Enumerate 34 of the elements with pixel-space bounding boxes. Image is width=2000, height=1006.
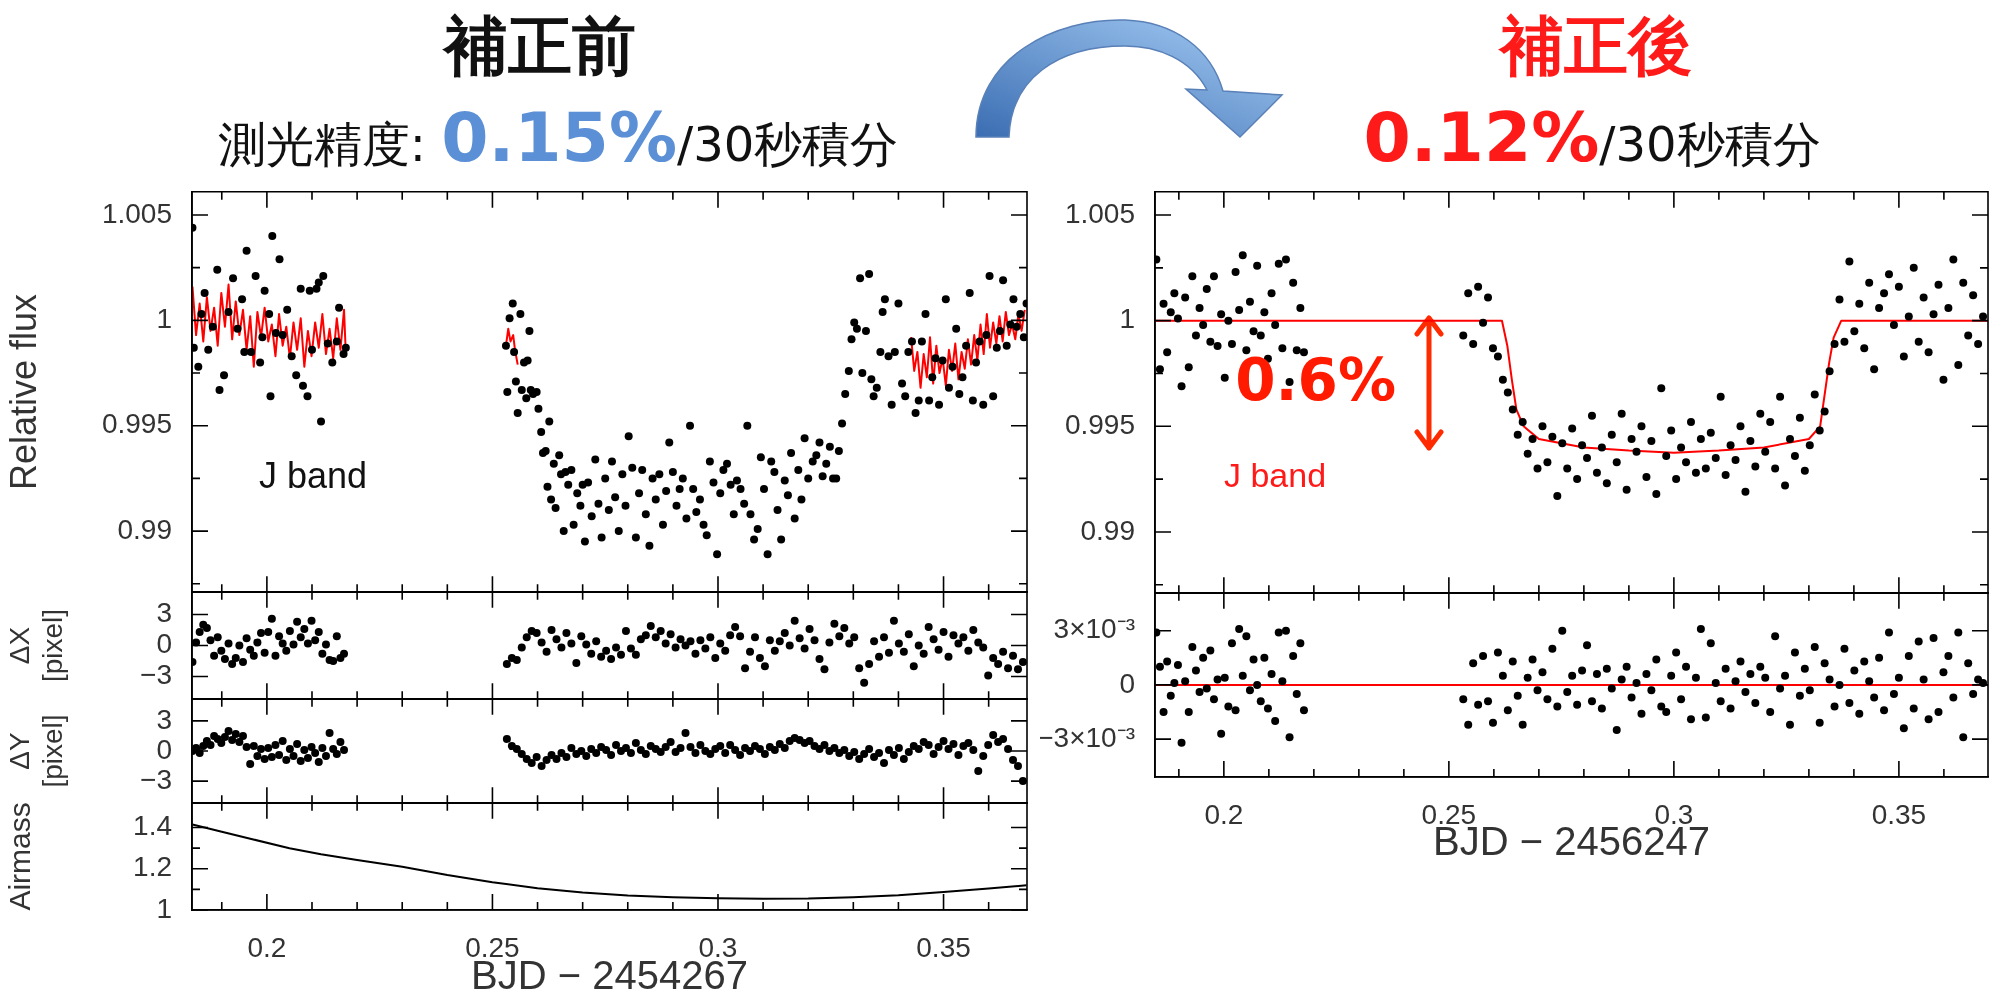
y-axis-title: Relative flux <box>2 294 44 491</box>
y-tick-label: 0.99 <box>117 513 172 545</box>
y-tick-label: 1.005 <box>101 197 172 229</box>
chart-subtitle: 測光精度: 0.15%/30秒積分 <box>217 98 899 177</box>
y-tick-label: 0.99 <box>1080 514 1135 546</box>
y-tick-label: 1 <box>1119 303 1135 335</box>
annotation: 0.6% <box>1235 346 1396 415</box>
y-tick-label: −3 <box>140 659 172 691</box>
chart-subtitle: 0.12%/30秒積分 <box>1363 98 1821 177</box>
y-tick-label: 0.995 <box>1064 409 1135 441</box>
chart-title: 補正後 <box>1500 9 1692 83</box>
y-tick-label: 1 <box>156 303 172 335</box>
y-tick-label: 3 <box>156 597 172 629</box>
x-tick-label: 0.2 <box>1204 798 1244 830</box>
chart-title: 補正前 <box>444 9 636 83</box>
y-axis-title: ΔX [pixel] <box>3 609 69 683</box>
y-tick-label: 3×10⁻³ <box>1053 613 1135 645</box>
y-tick-label: 0 <box>156 628 172 660</box>
y-axis-title: ΔY [pixel] <box>3 714 69 788</box>
x-tick-label: 0.2 <box>247 931 287 963</box>
annotation: J band <box>259 454 368 496</box>
y-tick-label: −3 <box>140 764 172 796</box>
x-tick-label: 0.35 <box>1871 798 1927 830</box>
y-tick-label: 1.005 <box>1064 197 1135 229</box>
y-tick-label: 3 <box>156 703 172 735</box>
annotation: J band <box>1224 456 1327 495</box>
y-tick-label: 1 <box>156 892 172 924</box>
y-tick-label: 0 <box>156 733 172 765</box>
y-tick-label: 0 <box>1119 667 1135 699</box>
y-tick-label: 0.995 <box>101 408 172 440</box>
x-tick-label: 0.35 <box>916 931 971 963</box>
y-tick-label: 1.4 <box>133 810 172 842</box>
y-tick-label: 1.2 <box>133 851 172 883</box>
y-axis-title: Airmass <box>3 802 37 911</box>
